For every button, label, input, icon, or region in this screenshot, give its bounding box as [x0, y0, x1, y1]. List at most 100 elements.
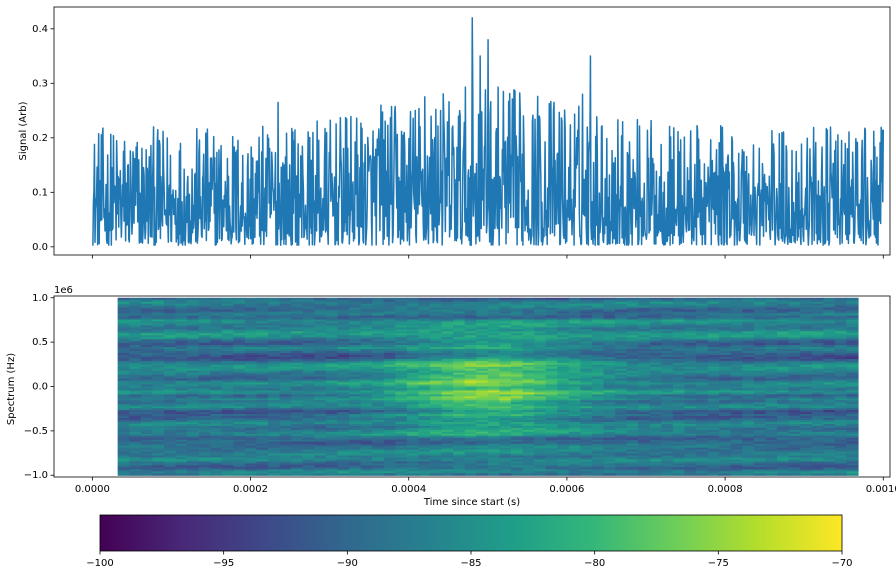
- heatmap-cell: [603, 386, 616, 390]
- heatmap-cell: [129, 429, 142, 433]
- heatmap-cell: [649, 313, 662, 317]
- heatmap-cell: [522, 441, 535, 445]
- heatmap-cell: [314, 386, 327, 390]
- heatmap-cell: [395, 352, 408, 356]
- heatmap-cell: [846, 378, 859, 382]
- heatmap-cell: [823, 347, 836, 350]
- heatmap-cell: [510, 301, 524, 305]
- heatmap-cell: [360, 299, 373, 303]
- heatmap-cell: [117, 327, 130, 330]
- heatmap-cell: [580, 299, 593, 303]
- heatmap-cell: [615, 429, 628, 433]
- heatmap-cell: [163, 412, 177, 415]
- heatmap-cell: [765, 315, 778, 319]
- heatmap-cell: [742, 420, 755, 423]
- heatmap-cell: [580, 421, 593, 425]
- heatmap-cell: [557, 394, 570, 397]
- heatmap-cell: [591, 356, 605, 360]
- heatmap-cell: [129, 311, 142, 315]
- heatmap-cell: [649, 321, 662, 324]
- signal-y-ticks: 0.00.10.20.30.4: [32, 24, 54, 253]
- heatmap-cell: [279, 435, 292, 439]
- heatmap-cell: [719, 420, 732, 423]
- heatmap-cell: [325, 313, 339, 317]
- heatmap-cell: [476, 335, 489, 338]
- heatmap-cell: [244, 305, 258, 309]
- heatmap-cell: [314, 305, 327, 309]
- heatmap-cell: [383, 349, 396, 352]
- heatmap-cell: [522, 307, 535, 311]
- heatmap-cell: [163, 374, 177, 378]
- heatmap-cell: [719, 421, 732, 425]
- heatmap-cell: [545, 347, 558, 350]
- heatmap-cell: [314, 362, 327, 366]
- heatmap-cell: [834, 349, 847, 352]
- heatmap-cell: [302, 335, 315, 338]
- heatmap-cell: [730, 366, 743, 370]
- heatmap-cell: [256, 345, 269, 348]
- heatmap-cell: [534, 351, 547, 354]
- heatmap-cell: [244, 351, 258, 354]
- heatmap-cell: [649, 331, 662, 334]
- heatmap-cell: [140, 307, 153, 311]
- heatmap-cell: [603, 431, 616, 435]
- heatmap-cell: [846, 319, 859, 323]
- heatmap-cell: [800, 421, 813, 425]
- heatmap-cell: [140, 337, 153, 340]
- heatmap-cell: [719, 433, 732, 437]
- heatmap-cell: [626, 386, 639, 390]
- heatmap-cell: [800, 307, 813, 311]
- heatmap-cell: [476, 345, 489, 348]
- heatmap-cell: [696, 337, 709, 340]
- heatmap-cell: [777, 370, 790, 374]
- heatmap-cell: [349, 356, 362, 360]
- heatmap-cell: [198, 299, 211, 303]
- heatmap-cell: [325, 335, 339, 338]
- heatmap-cell: [487, 303, 500, 307]
- heatmap-cell: [638, 435, 651, 439]
- heatmap-cell: [441, 305, 454, 309]
- heatmap-cell: [684, 335, 697, 338]
- heatmap-cell: [661, 358, 674, 362]
- heatmap-cell: [510, 317, 524, 321]
- heatmap-cell: [337, 372, 350, 376]
- heatmap-cell: [730, 421, 743, 425]
- heatmap-cell: [626, 433, 639, 437]
- heatmap-cell: [568, 356, 581, 360]
- heatmap-cell: [487, 341, 500, 344]
- heatmap-cell: [129, 329, 142, 332]
- heatmap-cell: [117, 368, 130, 372]
- heatmap-cell: [360, 429, 373, 433]
- heatmap-cell: [534, 425, 547, 429]
- heatmap-cell: [163, 345, 177, 348]
- heatmap-cell: [765, 386, 778, 390]
- heatmap-cell: [152, 410, 165, 413]
- heatmap-cell: [256, 396, 269, 399]
- heatmap-cell: [591, 339, 605, 342]
- heatmap-cell: [337, 449, 350, 453]
- heatmap-cell: [557, 299, 570, 303]
- heatmap-cell: [834, 416, 847, 419]
- heatmap-cell: [626, 406, 639, 409]
- heatmap-cell: [279, 400, 292, 403]
- heatmap-cell: [661, 343, 674, 346]
- heatmap-cell: [233, 313, 246, 317]
- heatmap-cell: [510, 418, 524, 421]
- heatmap-cell: [672, 352, 686, 356]
- heatmap-cell: [441, 437, 454, 441]
- heatmap-cell: [244, 402, 258, 405]
- heatmap-cell: [210, 427, 223, 431]
- heatmap-cell: [707, 372, 720, 376]
- heatmap-cell: [314, 427, 327, 431]
- heatmap-cell: [233, 351, 246, 354]
- heatmap-cell: [453, 388, 466, 392]
- heatmap-cell: [823, 408, 836, 411]
- heatmap-cell: [418, 435, 431, 439]
- heatmap-cell: [383, 337, 396, 340]
- heatmap-cell: [661, 433, 674, 437]
- heatmap-cell: [788, 364, 801, 368]
- heatmap-cell: [349, 341, 362, 344]
- heatmap-cell: [418, 400, 431, 403]
- heatmap-cell: [360, 408, 373, 411]
- heatmap-cell: [580, 410, 593, 413]
